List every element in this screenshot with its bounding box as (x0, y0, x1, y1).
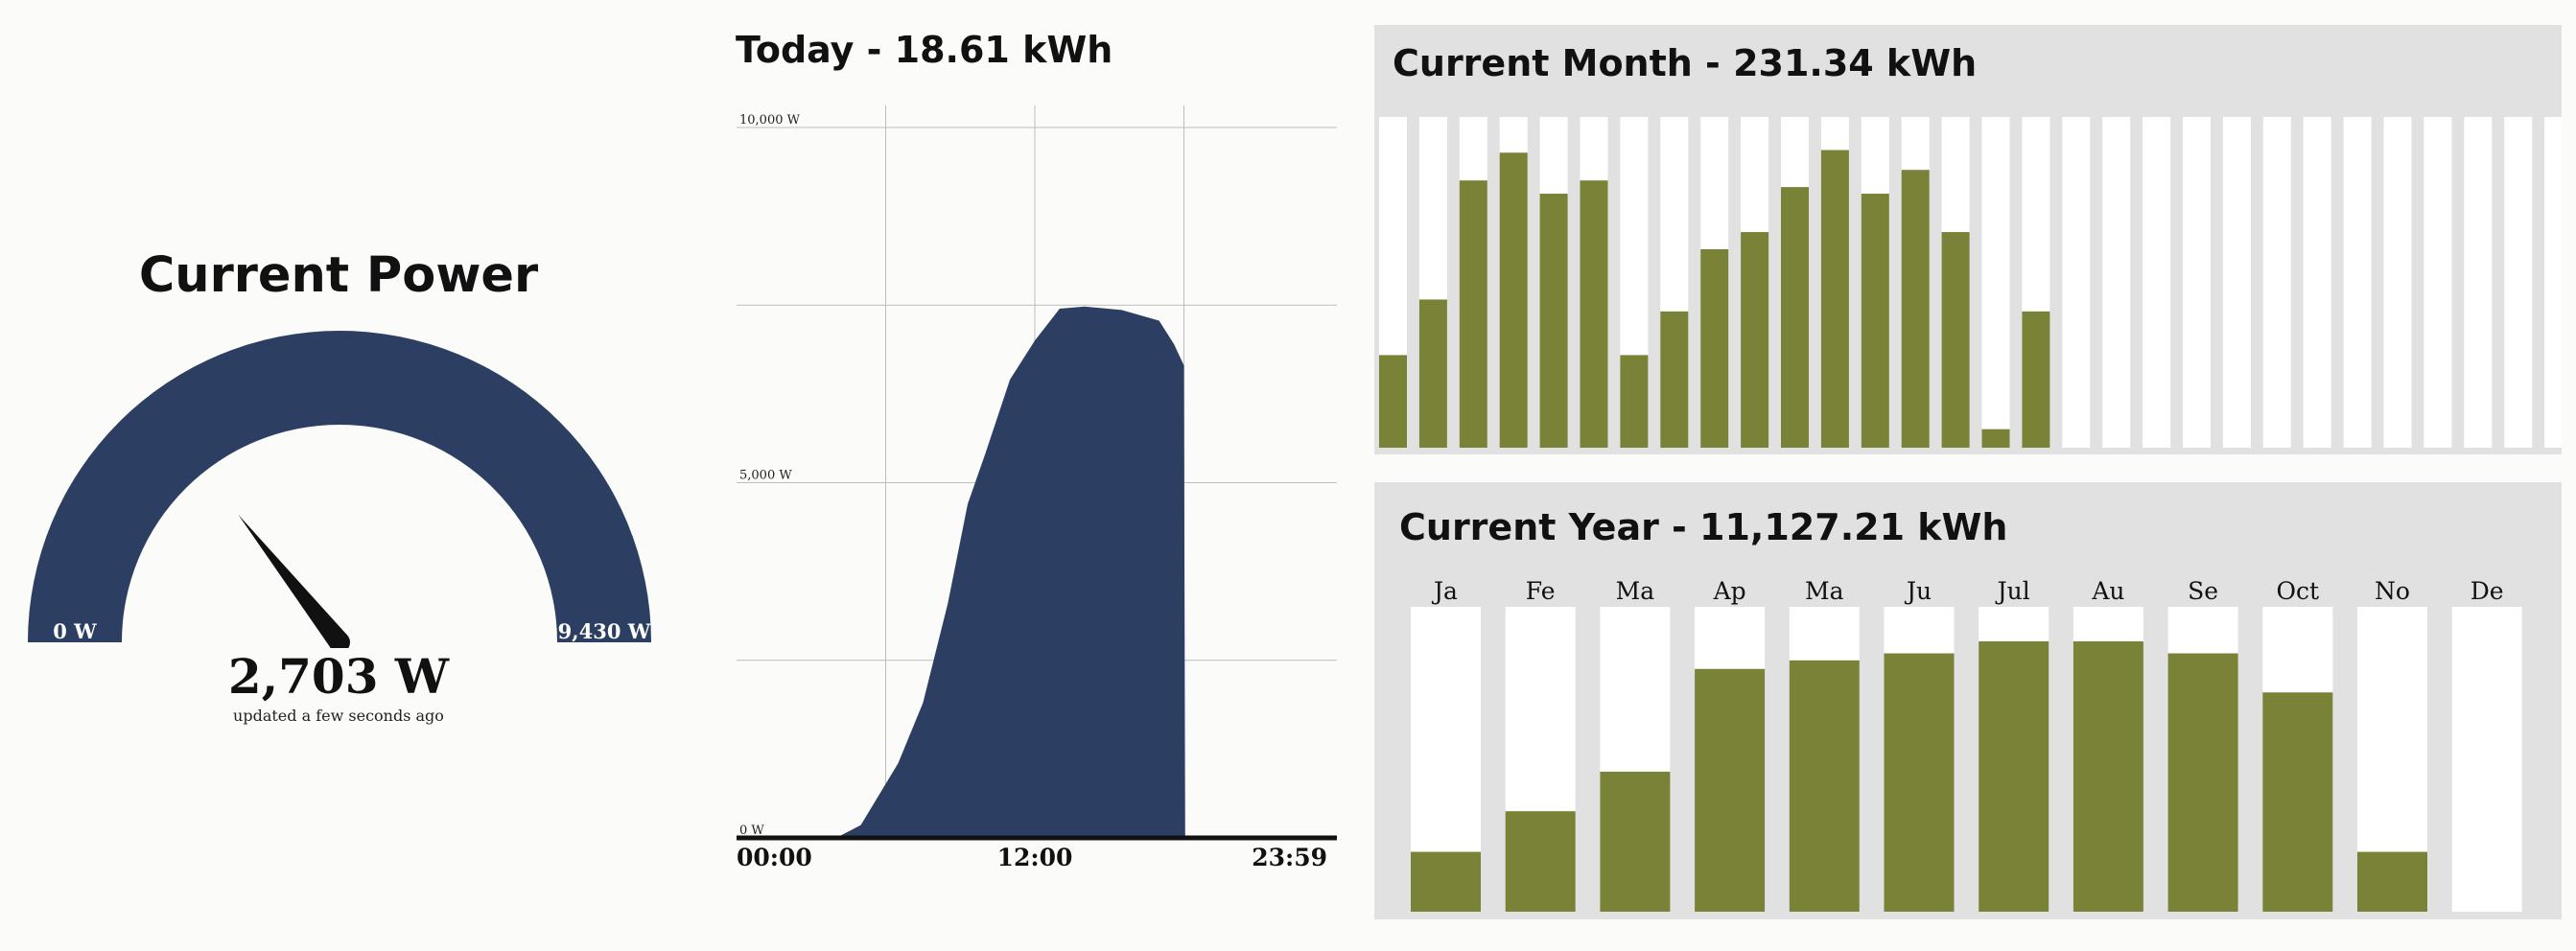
year-month-label: Ju (1904, 577, 1932, 605)
month-day-bar (1941, 232, 1970, 448)
today-title: Today - 18.61 kWh (736, 29, 1113, 71)
month-day-bar (1981, 429, 2010, 448)
today-ytick-label: 10,000 W (739, 113, 801, 128)
year-month-bar (2167, 653, 2238, 912)
year-month-label: Oct (2277, 577, 2320, 605)
year-month-bar (1505, 811, 1576, 912)
month-day-slot (2504, 117, 2533, 448)
year-month-label: No (2375, 577, 2410, 605)
year-month-bar (1600, 771, 1671, 912)
month-day-bar (1700, 249, 1729, 448)
month-day-bar (1820, 150, 1849, 448)
today-xtick-label: 23:59 (1252, 844, 1327, 871)
year-month-bar (2262, 692, 2333, 912)
month-day-bar (1901, 170, 1930, 448)
month-day-slot (2343, 117, 2372, 448)
month-day-slot (2062, 117, 2091, 448)
month-day-slot (2303, 117, 2331, 448)
year-month-slot (2451, 607, 2522, 912)
month-day-bar (1418, 299, 1447, 448)
month-day-slot (2183, 117, 2211, 448)
today-ytick-label: 0 W (739, 823, 764, 838)
year-month-bar (1884, 653, 1955, 912)
gauge-title: Current Power (138, 247, 539, 304)
month-day-bar (1861, 194, 1889, 449)
gauge-needle-hub (329, 632, 350, 648)
year-month-label: De (2471, 577, 2504, 605)
month-bar-chart (1379, 117, 2562, 449)
year-bars: Ja Fe Ma Ap Ma Ju Jul Au Se Oct No De (1411, 577, 2522, 912)
year-month-label: Ap (1713, 577, 1746, 605)
gauge-arc (28, 331, 651, 642)
year-month-label: Ma (1805, 577, 1844, 605)
month-day-bar (1741, 232, 1769, 448)
gauge-min-label: 0 W (53, 619, 97, 643)
today-xtick-label: 12:00 (997, 844, 1073, 871)
month-day-bar (1499, 152, 1528, 448)
month-day-bar (1539, 194, 1568, 449)
year-month-bar (2073, 641, 2143, 912)
gauge-max-label: 9,430 W (558, 619, 651, 643)
month-title: Current Month - 231.34 kWh (1393, 42, 1978, 84)
month-day-slot (2143, 117, 2171, 448)
year-month-bar (1789, 660, 1860, 912)
power-gauge: 0 W 9,430 W (28, 331, 651, 648)
month-day-slot (2222, 117, 2251, 448)
month-day-slot (2102, 117, 2131, 448)
month-day-bar (1459, 180, 1487, 449)
month-day-bar (2022, 311, 2050, 448)
month-day-slot (2383, 117, 2412, 448)
gauge-updated-text: updated a few seconds ago (233, 707, 444, 725)
month-day-bar (1379, 355, 1407, 448)
month-day-slot (2262, 117, 2291, 448)
year-month-bar (1411, 851, 1481, 912)
gauge-needle (238, 514, 348, 648)
year-month-bar (1695, 668, 1766, 912)
month-day-slot (1981, 117, 2010, 448)
year-month-bar (2357, 851, 2427, 912)
month-day-bar (1660, 311, 1689, 448)
month-day-bar (1580, 180, 1608, 449)
today-ytick-label: 5,000 W (739, 469, 792, 483)
year-month-label: Jul (1995, 577, 2030, 605)
month-bars (1379, 117, 2562, 449)
year-month-bar (1979, 641, 2049, 912)
month-day-slot (2424, 117, 2452, 448)
year-title: Current Year - 11,127.21 kWh (1399, 506, 2008, 548)
year-month-label: Fe (1526, 577, 1556, 605)
year-month-label: Se (2188, 577, 2218, 605)
today-area-chart: 10,000 W 5,000 W 0 W 00:00 12:00 23:59 (737, 105, 1337, 871)
year-bar-chart: Ja Fe Ma Ap Ma Ju Jul Au Se Oct No De (1411, 577, 2522, 912)
month-day-bar (1620, 355, 1649, 448)
today-xtick-label: 00:00 (737, 844, 812, 871)
month-day-slot (2544, 117, 2562, 448)
gauge-value: 2,703 W (227, 648, 450, 705)
year-month-label: Ma (1616, 577, 1655, 605)
today-power-area (737, 306, 1185, 838)
month-day-bar (1781, 187, 1809, 448)
year-month-label: Ja (1431, 577, 1458, 605)
month-day-slot (2464, 117, 2493, 448)
year-month-label: Au (2091, 577, 2124, 605)
